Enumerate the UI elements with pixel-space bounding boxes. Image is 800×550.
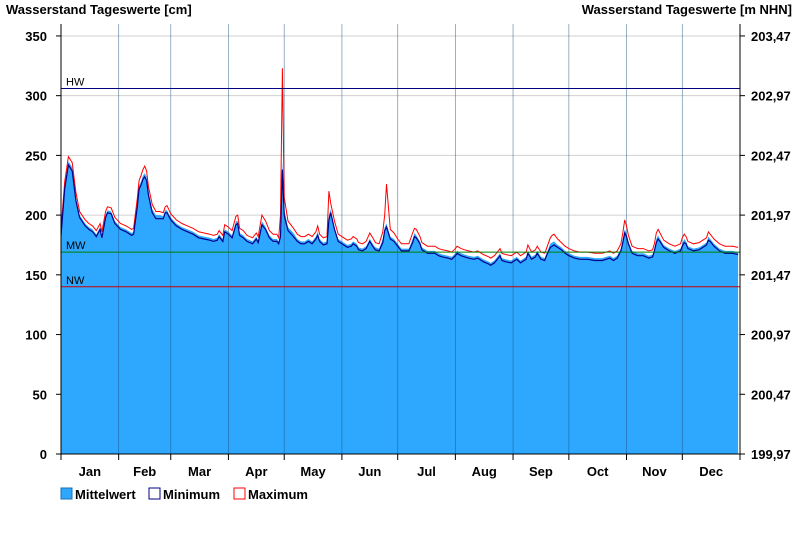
- month-label-dec: Dec: [699, 464, 723, 479]
- series-maximum-line: [60, 68, 739, 259]
- y2-tick-label-2: 200,97: [751, 328, 791, 343]
- reference-label-mw: MW: [66, 240, 86, 252]
- reference-lines: HW MW NW: [61, 77, 740, 288]
- y2-tick-label-3: 201,47: [751, 268, 791, 283]
- y2-tick-label-6: 202,97: [751, 89, 791, 104]
- month-label-aug: Aug: [472, 464, 497, 479]
- month-label-oct: Oct: [587, 464, 609, 479]
- month-label-mar: Mar: [188, 464, 211, 479]
- legend-swatch-mittelwert: [60, 487, 73, 500]
- month-label-sep: Sep: [529, 464, 553, 479]
- month-label-apr: Apr: [245, 464, 267, 479]
- y-tick-label-300: 300: [25, 89, 47, 104]
- legend-label-maximum: Maximum: [248, 487, 308, 502]
- legend: Mittelwert Minimum Maximum: [60, 487, 308, 502]
- legend-label-mittelwert: Mittelwert: [75, 487, 136, 502]
- y-tick-label-50: 50: [33, 387, 47, 402]
- series-lines: [60, 68, 739, 267]
- y-tick-label-350: 350: [25, 29, 47, 44]
- legend-swatch-minimum: [148, 487, 161, 500]
- series-mittelwert-area: [61, 161, 739, 454]
- series-area: [61, 161, 739, 454]
- month-label-jul: Jul: [417, 464, 436, 479]
- month-label-may: May: [300, 464, 326, 479]
- y-tick-label-100: 100: [25, 328, 47, 343]
- legend-label-minimum: Minimum: [163, 487, 220, 502]
- y2-tick-label-5: 202,47: [751, 148, 791, 163]
- month-label-feb: Feb: [133, 464, 156, 479]
- chart-title-right: Wasserstand Tageswerte [m NHN]: [582, 2, 792, 17]
- month-label-jun: Jun: [358, 464, 381, 479]
- y2-tick-label-4: 201,97: [751, 208, 791, 223]
- y2-tick-label-1: 200,47: [751, 387, 791, 402]
- reference-label-hw: HW: [66, 77, 85, 89]
- axes: 0 50 100 150 200 250 300 350 199,97 200,47 200,97 2…: [25, 24, 791, 479]
- y-tick-label-200: 200: [25, 208, 47, 223]
- y2-tick-label-7: 203,47: [751, 29, 791, 44]
- legend-swatch-maximum: [233, 487, 246, 500]
- month-label-nov: Nov: [642, 464, 667, 479]
- month-label-jan: Jan: [79, 464, 101, 479]
- reference-label-nw: NW: [66, 275, 85, 287]
- y-tick-label-250: 250: [25, 148, 47, 163]
- y2-tick-label-0: 199,97: [751, 447, 791, 462]
- y-tick-label-0: 0: [40, 447, 47, 462]
- series-minimum-line: [60, 163, 739, 267]
- y-tick-label-150: 150: [25, 268, 47, 283]
- chart-title-left: Wasserstand Tageswerte [cm]: [6, 2, 192, 17]
